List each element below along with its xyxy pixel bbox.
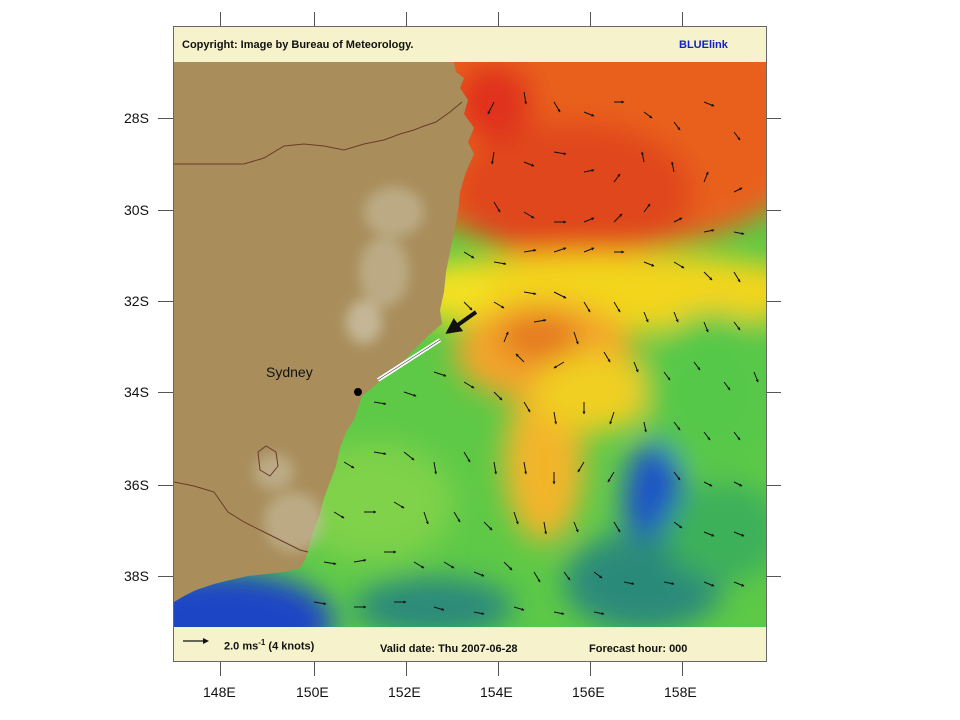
lon-label: 152E bbox=[388, 684, 421, 700]
tick-bottom bbox=[220, 662, 221, 676]
tick-left bbox=[158, 576, 173, 577]
forecast-hour: Forecast hour: 000 bbox=[589, 643, 688, 655]
tick-top bbox=[590, 12, 591, 26]
tick-left bbox=[158, 210, 173, 211]
lon-label: 154E bbox=[480, 684, 513, 700]
tick-bottom bbox=[314, 662, 315, 676]
scale-label: 2.0 ms-1 (4 knots) bbox=[224, 638, 315, 653]
lat-label: 36S bbox=[124, 477, 149, 493]
brand-label: BLUElink bbox=[679, 39, 728, 51]
tick-top bbox=[498, 12, 499, 26]
lat-label: 30S bbox=[124, 202, 149, 218]
valid-date: Valid date: Thu 2007-06-28 bbox=[380, 643, 518, 655]
lon-label: 148E bbox=[203, 684, 236, 700]
lat-label: 32S bbox=[124, 293, 149, 309]
tick-left bbox=[158, 301, 173, 302]
tick-top bbox=[314, 12, 315, 26]
tick-right bbox=[767, 118, 781, 119]
tick-right bbox=[767, 485, 781, 486]
tick-bottom bbox=[682, 662, 683, 676]
lon-label: 150E bbox=[296, 684, 329, 700]
tick-bottom bbox=[590, 662, 591, 676]
lon-label: 156E bbox=[572, 684, 605, 700]
lat-label: 28S bbox=[124, 110, 149, 126]
tick-right bbox=[767, 576, 781, 577]
city-label-sydney: Sydney bbox=[266, 364, 313, 380]
tick-right bbox=[767, 392, 781, 393]
tick-top bbox=[220, 12, 221, 26]
tick-right bbox=[767, 301, 781, 302]
tick-right bbox=[767, 210, 781, 211]
tick-left bbox=[158, 118, 173, 119]
tick-bottom bbox=[498, 662, 499, 676]
tick-left bbox=[158, 392, 173, 393]
lat-label: 34S bbox=[124, 384, 149, 400]
lon-label: 158E bbox=[664, 684, 697, 700]
tick-top bbox=[682, 12, 683, 26]
tick-bottom bbox=[406, 662, 407, 676]
sydney-marker bbox=[354, 388, 362, 396]
lat-label: 38S bbox=[124, 568, 149, 584]
tick-top bbox=[406, 12, 407, 26]
scale-arrow-icon bbox=[183, 638, 209, 644]
ocean-current-map bbox=[174, 62, 766, 627]
tick-left bbox=[158, 485, 173, 486]
copyright-text: Copyright: Image by Bureau of Meteorolog… bbox=[182, 39, 414, 51]
